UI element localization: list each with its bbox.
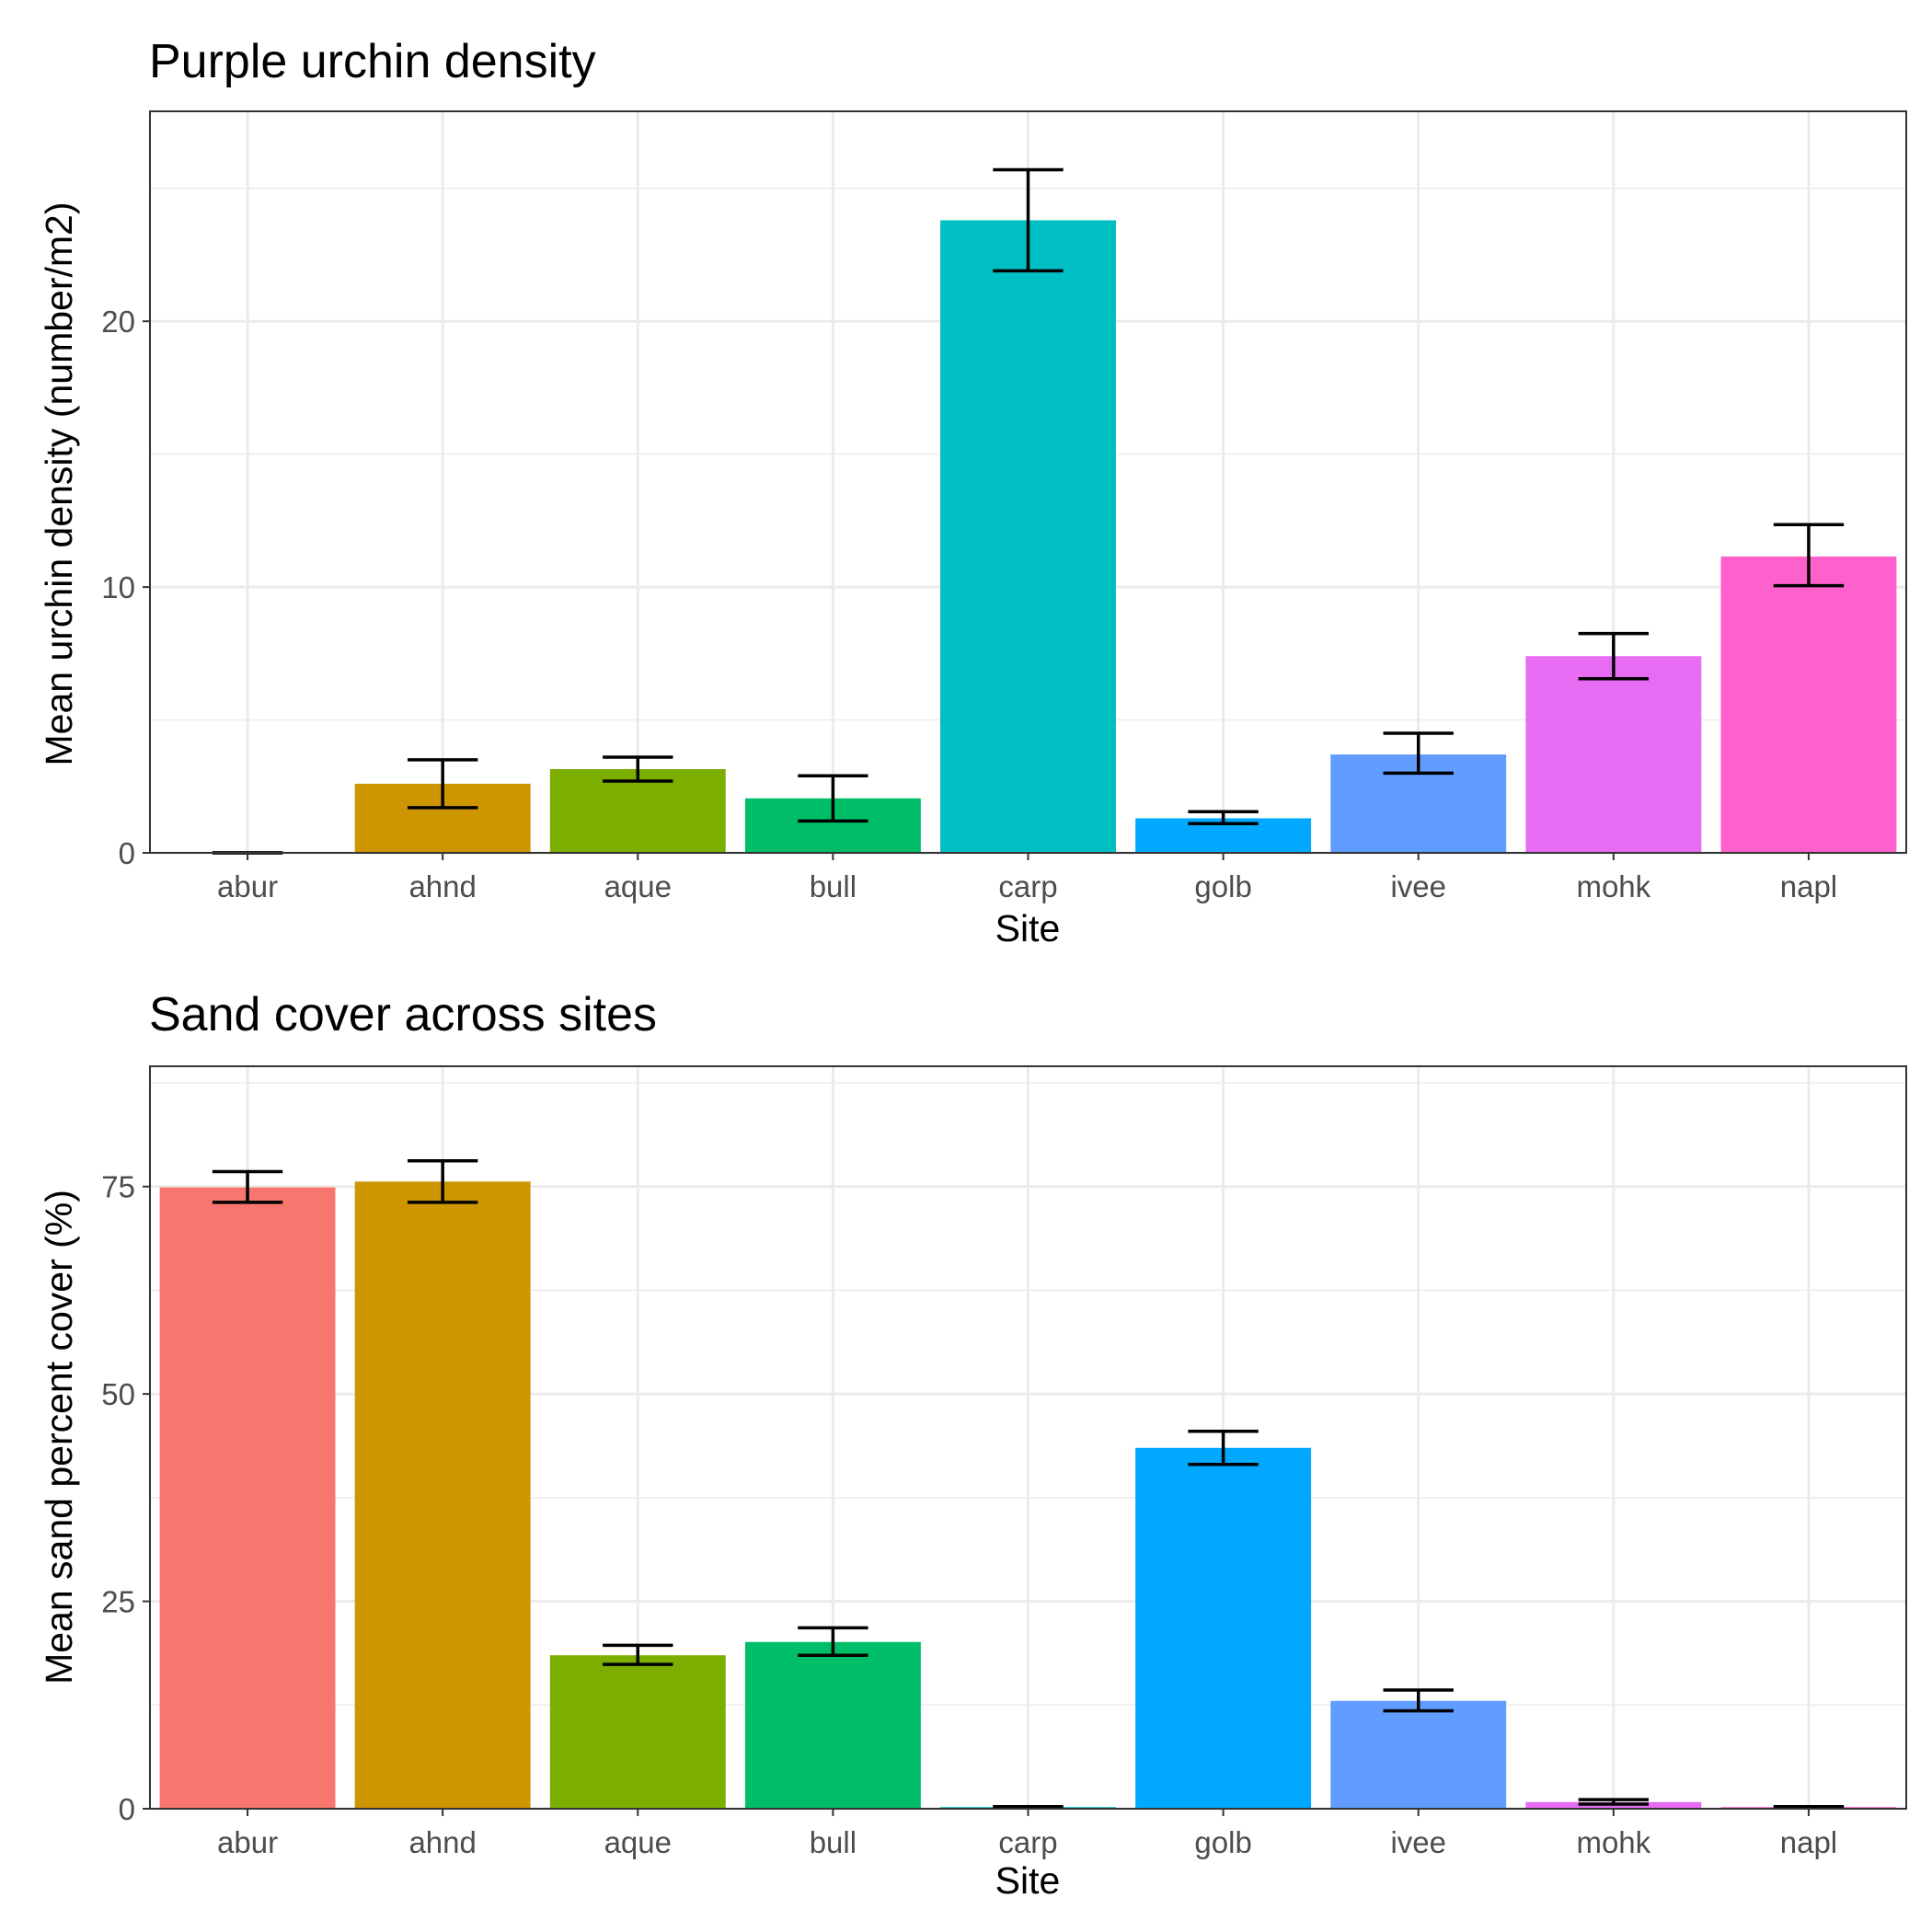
error-bar-golb [1188, 810, 1259, 825]
bar-ivee [1330, 1700, 1507, 1809]
y-tick-label: 25 [101, 1585, 135, 1619]
x-tick-label: golb [1194, 869, 1251, 903]
plot-area: 0 25 50 75 abur ahnd aque bull carp golb ivee mohk n… [101, 1065, 1907, 1859]
y-tick-label: 0 [119, 836, 135, 870]
bar-abur [159, 1187, 336, 1809]
x-tick-label: mohk [1576, 869, 1650, 903]
chart-title: Sand cover across sites [149, 988, 657, 1041]
plot-area: 0 10 20 abur ahnd aque bull carp golb ivee mohk nap… [101, 110, 1907, 903]
x-tick-label: napl [1780, 1825, 1837, 1859]
bar-ahnd [354, 1181, 531, 1809]
urchin-density-chart: Purple urchin density Site Mean urchin d… [38, 35, 1907, 949]
error-bar-ivee [1383, 731, 1454, 776]
y-axis-title: Mean sand percent cover (%) [38, 1190, 80, 1685]
error-bar-bull [798, 774, 868, 823]
error-bar-mohk [1578, 631, 1650, 681]
x-tick-label: aque [604, 1825, 672, 1859]
error-bar-napl [1773, 523, 1845, 588]
bar-aque [549, 1655, 726, 1809]
x-tick-label: ahnd [408, 869, 476, 903]
y-axis-title: Mean urchin density (number/m2) [38, 202, 80, 766]
bar-mohk [1525, 656, 1702, 853]
error-bar-aque [603, 1643, 673, 1666]
error-bar-ahnd [407, 1159, 478, 1204]
x-tick-label: ahnd [408, 1825, 476, 1859]
x-axis-title: Site [995, 907, 1061, 949]
x-tick-label: ivee [1390, 1825, 1446, 1859]
bar-bull [744, 1641, 921, 1809]
error-bar-carp [993, 1804, 1064, 1810]
sand-cover-chart: Sand cover across sites Site Mean sand p… [38, 988, 1907, 1902]
error-bar-golb [1188, 1429, 1259, 1466]
x-tick-label: abur [217, 1825, 278, 1859]
x-tick-label: abur [217, 869, 278, 903]
x-tick-label: ivee [1390, 869, 1446, 903]
x-tick-label: aque [604, 869, 672, 903]
chart-title: Purple urchin density [149, 35, 596, 88]
y-tick-label: 75 [101, 1170, 135, 1204]
x-tick-label: carp [998, 869, 1057, 903]
x-tick-label: golb [1194, 1825, 1251, 1859]
error-bar-ivee [1383, 1688, 1454, 1713]
error-bar-aque [603, 755, 673, 783]
bar-aque [549, 769, 726, 853]
bar-napl [1720, 556, 1897, 853]
y-tick-label: 10 [101, 570, 135, 604]
x-tick-label: carp [998, 1825, 1057, 1859]
bar-carp [940, 220, 1116, 853]
y-tick-label: 20 [101, 305, 135, 339]
error-bar-abur [212, 1169, 283, 1204]
error-bar-bull [798, 1626, 868, 1657]
x-tick-label: mohk [1576, 1825, 1650, 1859]
x-tick-label: napl [1780, 869, 1837, 903]
y-tick-label: 50 [101, 1377, 135, 1411]
x-axis-title: Site [995, 1859, 1061, 1902]
y-tick-label: 0 [119, 1792, 135, 1826]
error-bar-mohk [1578, 1798, 1650, 1806]
error-bar-napl [1773, 1804, 1845, 1810]
error-bar-ahnd [407, 758, 478, 810]
x-tick-label: bull [810, 1825, 857, 1859]
x-tick-label: bull [810, 869, 857, 903]
error-bar-carp [993, 167, 1064, 273]
bar-golb [1135, 1447, 1312, 1809]
